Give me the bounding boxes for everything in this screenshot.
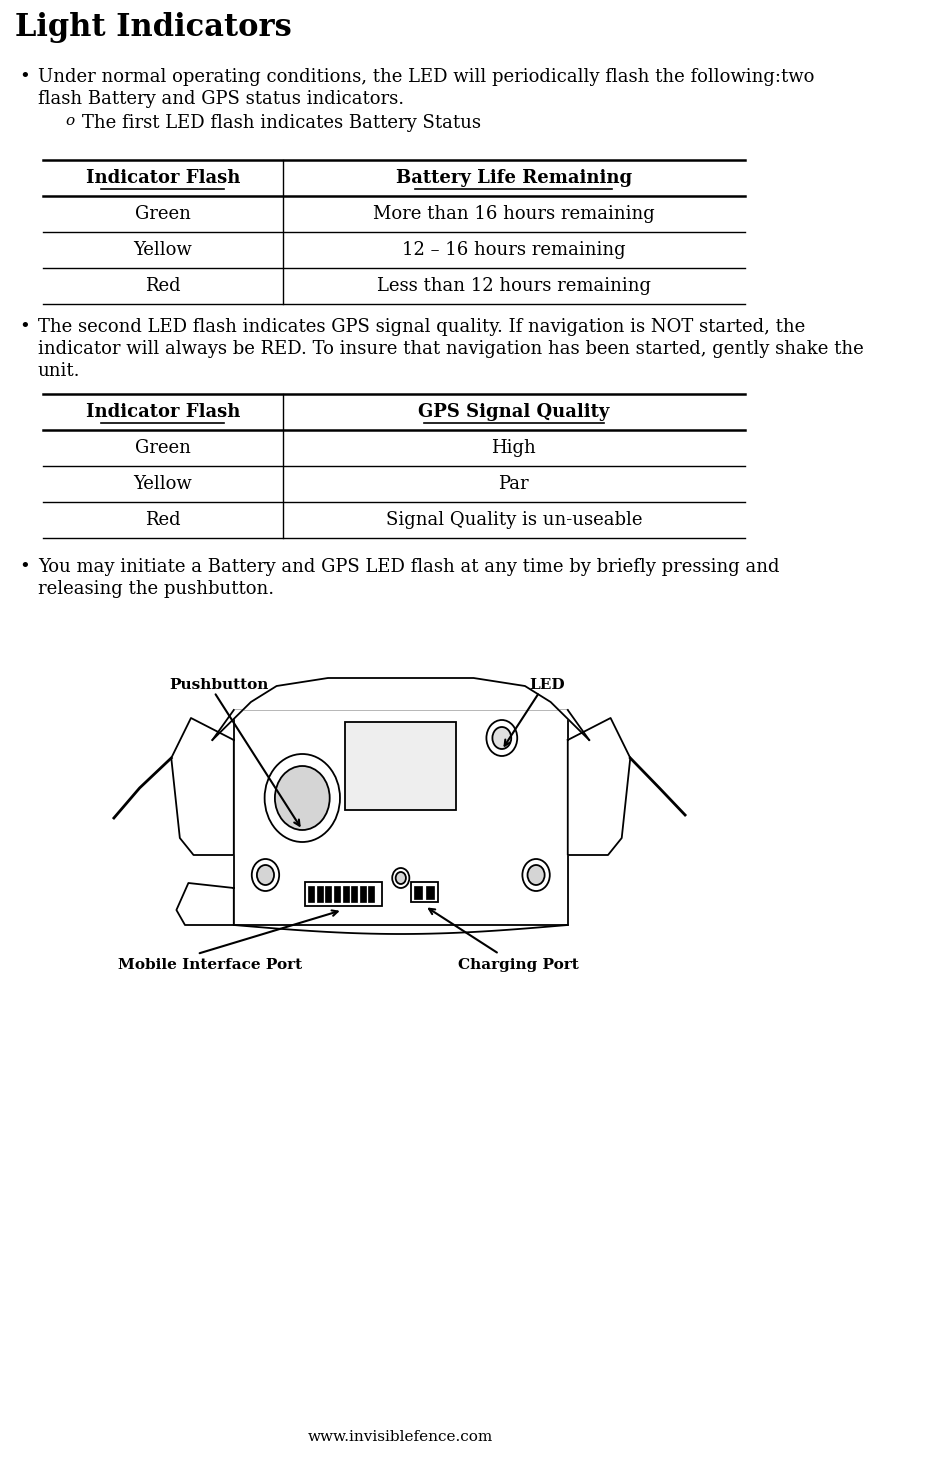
Circle shape (492, 728, 511, 749)
Text: Yellow: Yellow (133, 241, 192, 260)
Polygon shape (212, 678, 589, 741)
Text: LED: LED (529, 678, 564, 693)
Polygon shape (176, 884, 234, 924)
Text: Green: Green (135, 206, 191, 223)
Bar (415, 886, 422, 900)
Text: Indicator Flash: Indicator Flash (85, 402, 240, 421)
Bar (427, 886, 434, 900)
Circle shape (528, 865, 545, 885)
Bar (308, 886, 314, 903)
Circle shape (265, 754, 340, 843)
Text: releasing the pushbutton.: releasing the pushbutton. (37, 580, 274, 598)
Text: •: • (19, 558, 30, 576)
Text: Red: Red (145, 510, 181, 529)
Bar (351, 886, 358, 903)
Circle shape (487, 720, 518, 757)
Text: 12 – 16 hours remaining: 12 – 16 hours remaining (402, 241, 625, 260)
Circle shape (275, 765, 329, 830)
Text: GPS Signal Quality: GPS Signal Quality (418, 402, 609, 421)
Text: unit.: unit. (37, 362, 80, 381)
Text: More than 16 hours remaining: More than 16 hours remaining (373, 206, 654, 223)
Text: Par: Par (499, 475, 529, 493)
Text: Yellow: Yellow (133, 475, 192, 493)
Bar (411, 882, 438, 903)
Text: Light Indicators: Light Indicators (15, 12, 292, 42)
Text: •: • (19, 318, 30, 335)
Text: Pushbutton: Pushbutton (169, 678, 269, 693)
Text: High: High (491, 439, 536, 456)
Text: Indicator Flash: Indicator Flash (85, 169, 240, 187)
Circle shape (392, 868, 409, 888)
Polygon shape (171, 717, 234, 854)
Text: Red: Red (145, 277, 181, 295)
Text: Less than 12 hours remaining: Less than 12 hours remaining (377, 277, 651, 295)
Text: Charging Port: Charging Port (458, 958, 578, 972)
Circle shape (396, 872, 406, 884)
Bar (343, 886, 348, 903)
Text: Mobile Interface Port: Mobile Interface Port (118, 958, 302, 972)
Bar (334, 886, 340, 903)
Text: Green: Green (135, 439, 191, 456)
Text: The first LED flash indicates Battery Status: The first LED flash indicates Battery St… (82, 114, 481, 133)
Bar (43, 394, 745, 538)
Bar (317, 886, 323, 903)
Text: indicator will always be RED. To insure that navigation has been started, gently: indicator will always be RED. To insure … (37, 340, 863, 359)
Text: •: • (19, 69, 30, 86)
Text: o: o (66, 114, 74, 128)
Text: Battery Life Remaining: Battery Life Remaining (396, 169, 632, 187)
Bar (368, 886, 374, 903)
Bar (234, 710, 568, 924)
Circle shape (256, 865, 274, 885)
Text: www.invisiblefence.com: www.invisiblefence.com (308, 1430, 493, 1443)
Text: Under normal operating conditions, the LED will periodically flash the following: Under normal operating conditions, the L… (37, 69, 814, 86)
Bar (326, 886, 331, 903)
Polygon shape (568, 717, 630, 854)
Circle shape (252, 859, 279, 891)
Circle shape (522, 859, 549, 891)
Text: You may initiate a Battery and GPS LED flash at any time by briefly pressing and: You may initiate a Battery and GPS LED f… (37, 558, 779, 576)
Bar (345, 722, 457, 811)
Bar (43, 160, 745, 305)
Text: The second LED flash indicates GPS signal quality. If navigation is NOT started,: The second LED flash indicates GPS signa… (37, 318, 805, 335)
Bar (305, 882, 382, 905)
Text: Signal Quality is un-useable: Signal Quality is un-useable (386, 510, 642, 529)
Text: flash Battery and GPS status indicators.: flash Battery and GPS status indicators. (37, 90, 403, 108)
Bar (359, 886, 366, 903)
